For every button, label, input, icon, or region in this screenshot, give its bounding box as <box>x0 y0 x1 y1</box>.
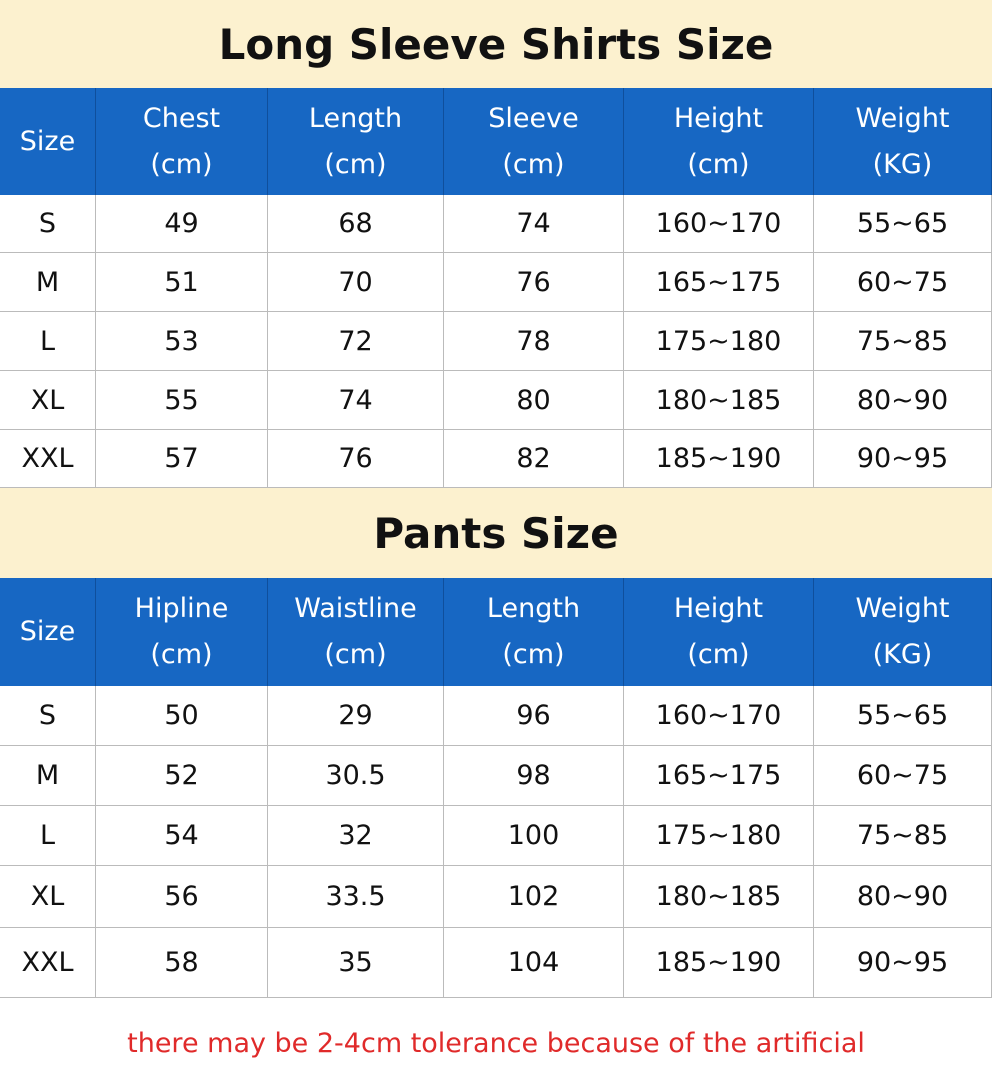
table-cell: 68 <box>268 195 444 253</box>
table-cell: 58 <box>96 928 268 998</box>
table-cell: 180~185 <box>624 371 814 430</box>
table-cell: S <box>0 195 96 253</box>
column-header: Length (cm) <box>268 88 444 195</box>
table-cell: 96 <box>444 686 624 746</box>
table-cell: 90~95 <box>814 928 992 998</box>
column-header: Weight (KG) <box>814 578 992 686</box>
table-cell: 49 <box>96 195 268 253</box>
column-header: Size <box>0 578 96 686</box>
table-cell: 60~75 <box>814 253 992 312</box>
table-cell: 180~185 <box>624 866 814 928</box>
table-cell: 30.5 <box>268 746 444 806</box>
table-cell: 104 <box>444 928 624 998</box>
table-cell: M <box>0 746 96 806</box>
table-cell: 90~95 <box>814 430 992 488</box>
table-cell: 51 <box>96 253 268 312</box>
table-cell: 80~90 <box>814 866 992 928</box>
table-cell: 29 <box>268 686 444 746</box>
table-cell: 185~190 <box>624 430 814 488</box>
section-title: Long Sleeve Shirts Size <box>0 0 992 88</box>
column-header: Chest (cm) <box>96 88 268 195</box>
table-cell: 35 <box>268 928 444 998</box>
table-cell: 75~85 <box>814 312 992 371</box>
table-cell: 55~65 <box>814 195 992 253</box>
table-cell: S <box>0 686 96 746</box>
column-header: Waistline (cm) <box>268 578 444 686</box>
table-cell: 175~180 <box>624 312 814 371</box>
table-cell: 80 <box>444 371 624 430</box>
table-cell: 55 <box>96 371 268 430</box>
table-cell: 74 <box>268 371 444 430</box>
table-cell: 102 <box>444 866 624 928</box>
table-cell: 80~90 <box>814 371 992 430</box>
table-cell: 98 <box>444 746 624 806</box>
table-cell: 72 <box>268 312 444 371</box>
table-cell: 76 <box>268 430 444 488</box>
table-cell: XXL <box>0 430 96 488</box>
table-cell: 74 <box>444 195 624 253</box>
table-cell: 32 <box>268 806 444 866</box>
column-header: Sleeve (cm) <box>444 88 624 195</box>
table-cell: XL <box>0 866 96 928</box>
table-cell: L <box>0 312 96 371</box>
table-cell: 54 <box>96 806 268 866</box>
table-cell: 53 <box>96 312 268 371</box>
section-title: Pants Size <box>0 488 992 578</box>
table-cell: 75~85 <box>814 806 992 866</box>
table-cell: L <box>0 806 96 866</box>
table-cell: 33.5 <box>268 866 444 928</box>
table-cell: 50 <box>96 686 268 746</box>
table-cell: 185~190 <box>624 928 814 998</box>
table-cell: 175~180 <box>624 806 814 866</box>
table-cell: 78 <box>444 312 624 371</box>
column-header: Weight (KG) <box>814 88 992 195</box>
table-cell: M <box>0 253 96 312</box>
column-header: Hipline (cm) <box>96 578 268 686</box>
column-header: Length (cm) <box>444 578 624 686</box>
column-header: Height (cm) <box>624 578 814 686</box>
table-cell: 76 <box>444 253 624 312</box>
table-cell: 52 <box>96 746 268 806</box>
table-cell: 165~175 <box>624 253 814 312</box>
column-header: Size <box>0 88 96 195</box>
table-cell: 60~75 <box>814 746 992 806</box>
table-cell: XXL <box>0 928 96 998</box>
table-cell: 56 <box>96 866 268 928</box>
table-cell: 82 <box>444 430 624 488</box>
column-header: Height (cm) <box>624 88 814 195</box>
table-cell: 57 <box>96 430 268 488</box>
table-cell: XL <box>0 371 96 430</box>
table-cell: 70 <box>268 253 444 312</box>
table-cell: 160~170 <box>624 195 814 253</box>
table-cell: 160~170 <box>624 686 814 746</box>
footer-note: there may be 2-4cm tolerance because of … <box>127 1027 865 1059</box>
table-cell: 165~175 <box>624 746 814 806</box>
table-cell: 55~65 <box>814 686 992 746</box>
table-cell: 100 <box>444 806 624 866</box>
